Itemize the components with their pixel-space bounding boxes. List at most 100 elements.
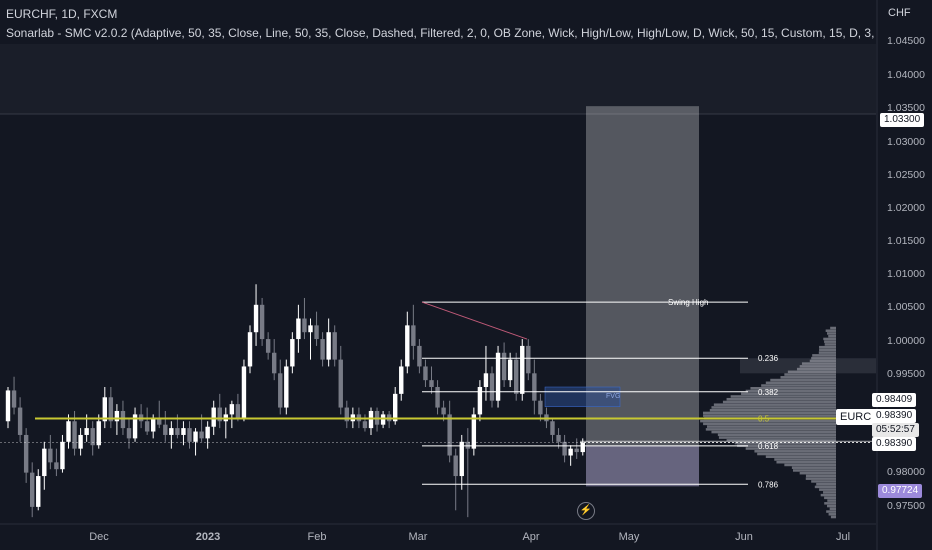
candle-body [477, 387, 483, 415]
candle-body [235, 404, 241, 418]
profile-bar [805, 474, 836, 478]
candle-body [338, 359, 343, 408]
candles-layer [5, 284, 585, 518]
x-tick-label: Jul [836, 531, 850, 543]
candle-body [36, 476, 41, 507]
candle-body [30, 472, 35, 507]
y-tick-label: 0.97500 [887, 500, 925, 512]
candle-body [453, 455, 458, 477]
candle-body [259, 304, 265, 340]
profile-bar [828, 334, 836, 338]
candle-body [96, 421, 101, 446]
fib-label: 0.5 [758, 415, 770, 424]
candle-body [308, 325, 313, 333]
y-tick-label: 1.02500 [887, 169, 925, 181]
candle-body [66, 421, 71, 442]
fib-label: Swing High [668, 298, 708, 307]
candle-body [380, 414, 386, 425]
fib-label: 0.382 [758, 388, 779, 397]
profile-bar [765, 381, 836, 385]
candle-body [114, 410, 120, 422]
candle-body [108, 397, 114, 422]
profile-bar [801, 362, 836, 365]
candle-body [489, 373, 495, 401]
profile-bar [709, 408, 836, 412]
profile-bar [827, 332, 836, 335]
candle-body [411, 325, 416, 346]
candle-body [229, 404, 235, 415]
profile-bar [734, 441, 836, 445]
candle-body [205, 426, 210, 439]
candle-body [265, 339, 271, 353]
candle-body [278, 373, 283, 408]
y-tick-label: 1.01000 [887, 268, 925, 280]
candle-body [423, 366, 428, 381]
y-tick-label: 1.04500 [887, 35, 925, 47]
candle-body [247, 332, 253, 367]
profile-bar [792, 469, 836, 472]
profile-bar [819, 345, 836, 349]
candle-body [169, 428, 174, 435]
trend-line [421, 301, 528, 340]
profile-bar [824, 343, 836, 346]
candle-body [550, 421, 555, 435]
candle-body [332, 332, 337, 360]
candle-body [556, 434, 561, 442]
profile-bar [823, 337, 836, 341]
profile-bar [824, 496, 836, 500]
candle-body [17, 407, 23, 435]
profile-bar [711, 406, 836, 409]
candle-body [102, 397, 107, 422]
candle-body [296, 318, 301, 340]
candle-body [501, 352, 507, 381]
candle-body [60, 441, 65, 470]
target-zone-lower [586, 445, 699, 487]
profile-bar [816, 482, 836, 486]
profile-bar [827, 504, 836, 508]
candle-body [526, 345, 531, 374]
candle-body [568, 448, 573, 456]
price-badge-bottom: 0.97724 [878, 484, 923, 498]
y-tick-label: 1.02000 [887, 202, 925, 214]
candle-body [272, 352, 277, 374]
candle-body [344, 407, 349, 422]
profile-bar [754, 450, 836, 453]
candle-body [574, 448, 579, 453]
profile-bar [829, 507, 836, 511]
candle-body [314, 325, 319, 340]
y-tick-label: 0.99500 [887, 368, 925, 380]
profile-bar [780, 376, 836, 379]
upper-band [0, 44, 876, 114]
profile-bar [765, 455, 836, 459]
fib-label: 0.786 [758, 480, 779, 489]
indicator-legend[interactable]: Sonarlab - SMC v2.0.2 (Adaptive, 50, 35,… [6, 26, 878, 40]
profile-bar [745, 389, 836, 393]
profile-bar [814, 485, 836, 489]
candle-body [362, 421, 368, 429]
fvg-label: FVG [606, 393, 620, 400]
profile-bar [812, 354, 836, 357]
candle-body [175, 428, 180, 435]
fib-label: 0.236 [758, 354, 779, 363]
profile-bar [799, 365, 836, 368]
profile-bar [828, 513, 836, 516]
candle-body [465, 441, 470, 449]
profile-bar [823, 491, 836, 494]
candle-body [84, 428, 89, 435]
candle-body [217, 407, 222, 422]
symbol-title[interactable]: EURCHF, 1D, FXCM [6, 7, 118, 21]
profile-bar [796, 367, 836, 371]
profile-bar [706, 425, 836, 428]
x-tick-label: Apr [522, 531, 539, 543]
profile-bar [703, 422, 836, 426]
price-badge-top: 1.03300 [880, 113, 925, 127]
x-tick-label: May [619, 531, 640, 543]
profile-bar [776, 460, 836, 464]
profile-bar [726, 439, 836, 442]
x-tick-label: Dec [89, 531, 109, 543]
y-tick-label: 1.01500 [887, 235, 925, 247]
profile-bar [717, 433, 836, 437]
profile-bar [824, 340, 836, 343]
bolt-icon[interactable]: ⚡ [577, 502, 595, 520]
